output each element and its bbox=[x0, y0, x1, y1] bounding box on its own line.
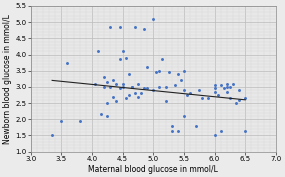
Point bbox=[102, 85, 107, 88]
Point bbox=[114, 100, 119, 103]
Point bbox=[176, 129, 180, 132]
Point bbox=[120, 82, 125, 85]
Point bbox=[182, 89, 186, 92]
Point bbox=[123, 56, 128, 59]
Point bbox=[243, 97, 248, 100]
Point bbox=[65, 61, 70, 64]
Point bbox=[96, 50, 100, 53]
Point bbox=[93, 82, 97, 85]
Point bbox=[228, 85, 232, 88]
Point bbox=[212, 84, 217, 87]
Point bbox=[111, 79, 116, 82]
Point bbox=[117, 58, 122, 61]
Point bbox=[139, 92, 143, 95]
Point bbox=[225, 90, 229, 93]
Point bbox=[176, 73, 180, 75]
Point bbox=[163, 100, 168, 103]
Point bbox=[105, 102, 110, 104]
Point bbox=[206, 97, 211, 100]
Point bbox=[237, 89, 241, 92]
Point bbox=[108, 85, 113, 88]
Point bbox=[194, 124, 198, 127]
Point bbox=[215, 93, 220, 96]
Point bbox=[142, 87, 146, 90]
Point bbox=[200, 97, 205, 100]
Point bbox=[179, 79, 183, 82]
Point bbox=[185, 93, 189, 96]
Point bbox=[145, 66, 149, 69]
Point bbox=[114, 82, 119, 85]
Point bbox=[117, 26, 122, 28]
Point bbox=[218, 129, 223, 132]
Point bbox=[225, 85, 229, 88]
Point bbox=[99, 113, 103, 116]
Point bbox=[243, 129, 248, 132]
Point bbox=[151, 18, 156, 20]
Point bbox=[127, 73, 131, 75]
Point bbox=[169, 124, 174, 127]
Point bbox=[130, 85, 134, 88]
Point bbox=[151, 89, 156, 92]
Point bbox=[197, 89, 201, 92]
Point bbox=[117, 87, 122, 90]
Point bbox=[212, 87, 217, 90]
Y-axis label: Newborn blood glucose in mmol/L: Newborn blood glucose in mmol/L bbox=[3, 14, 13, 144]
Point bbox=[142, 27, 146, 30]
Point bbox=[120, 85, 125, 88]
Point bbox=[50, 134, 54, 137]
Point bbox=[182, 69, 186, 72]
Point bbox=[120, 50, 125, 53]
Point bbox=[136, 82, 140, 85]
Point bbox=[188, 92, 192, 95]
Point bbox=[108, 26, 113, 28]
Point bbox=[133, 92, 137, 95]
Point bbox=[105, 115, 110, 117]
Point bbox=[78, 119, 82, 122]
Point bbox=[111, 95, 116, 98]
Point bbox=[212, 134, 217, 137]
Point bbox=[163, 85, 168, 88]
X-axis label: Maternal blood glucose in mmol/L: Maternal blood glucose in mmol/L bbox=[88, 165, 218, 173]
Point bbox=[130, 85, 134, 88]
Point bbox=[172, 84, 177, 87]
Point bbox=[234, 102, 238, 104]
Point bbox=[212, 90, 217, 93]
Point bbox=[166, 71, 171, 74]
Point bbox=[157, 85, 162, 88]
Point bbox=[157, 69, 162, 72]
Point bbox=[225, 82, 229, 85]
Point bbox=[160, 58, 165, 61]
Point bbox=[145, 87, 149, 90]
Point bbox=[154, 71, 159, 74]
Point bbox=[237, 98, 241, 101]
Point bbox=[59, 119, 64, 122]
Point bbox=[136, 95, 140, 98]
Point bbox=[169, 129, 174, 132]
Point bbox=[105, 81, 110, 83]
Point bbox=[102, 76, 107, 79]
Point bbox=[218, 84, 223, 87]
Point bbox=[133, 26, 137, 28]
Point bbox=[228, 97, 232, 100]
Point bbox=[231, 82, 235, 85]
Point bbox=[182, 115, 186, 117]
Point bbox=[221, 87, 226, 90]
Point bbox=[123, 97, 128, 100]
Point bbox=[127, 93, 131, 96]
